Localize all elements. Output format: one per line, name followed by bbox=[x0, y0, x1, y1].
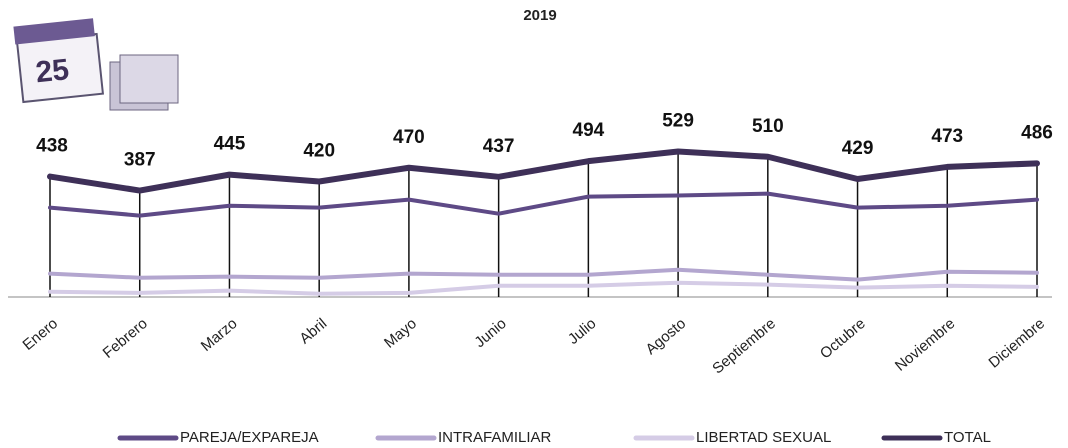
data-label: 510 bbox=[752, 116, 784, 137]
x-tick-label: Octubre bbox=[817, 315, 869, 362]
data-label: 437 bbox=[483, 136, 515, 157]
series-line bbox=[47, 148, 1040, 194]
series-line bbox=[48, 191, 1039, 218]
calendar-icon: 25 bbox=[13, 18, 179, 111]
data-label: 429 bbox=[842, 138, 874, 159]
data-label: 494 bbox=[573, 120, 605, 141]
x-tick-label: Noviembre bbox=[892, 315, 958, 375]
series-line bbox=[48, 280, 1039, 296]
data-label: 445 bbox=[214, 134, 246, 155]
data-label: 470 bbox=[393, 127, 425, 148]
x-tick-label: Septiembre bbox=[709, 315, 779, 377]
x-tick-label: Marzo bbox=[198, 315, 241, 355]
icon-calendar-top bbox=[13, 18, 95, 45]
legend-label: INTRAFAMILIAR bbox=[438, 429, 552, 446]
x-tick-label: Enero bbox=[20, 315, 62, 354]
legend-label: TOTAL bbox=[944, 429, 991, 446]
icon-day: 25 bbox=[34, 53, 71, 89]
data-label: 438 bbox=[36, 136, 68, 157]
legend-label: LIBERTAD SEXUAL bbox=[696, 429, 831, 446]
x-tick-label: Diciembre bbox=[985, 315, 1048, 371]
x-tick-label: Febrero bbox=[100, 315, 151, 362]
series-line bbox=[48, 267, 1039, 282]
legend-label: PAREJA/EXPAREJA bbox=[180, 429, 319, 446]
data-label: 473 bbox=[931, 126, 963, 147]
data-label: 486 bbox=[1021, 122, 1053, 143]
x-tick-label: Agosto bbox=[643, 315, 690, 358]
data-label: 387 bbox=[124, 150, 156, 171]
x-tick-label: Mayo bbox=[381, 315, 420, 352]
chart-title: 2019 bbox=[523, 7, 556, 24]
x-tick-label: Abril bbox=[296, 315, 330, 347]
x-tick-label: Junio bbox=[471, 315, 509, 351]
x-tick-label: Julio bbox=[565, 315, 600, 348]
data-label: 420 bbox=[303, 141, 335, 162]
data-label: 529 bbox=[662, 111, 694, 132]
icon-papers bbox=[119, 54, 179, 104]
